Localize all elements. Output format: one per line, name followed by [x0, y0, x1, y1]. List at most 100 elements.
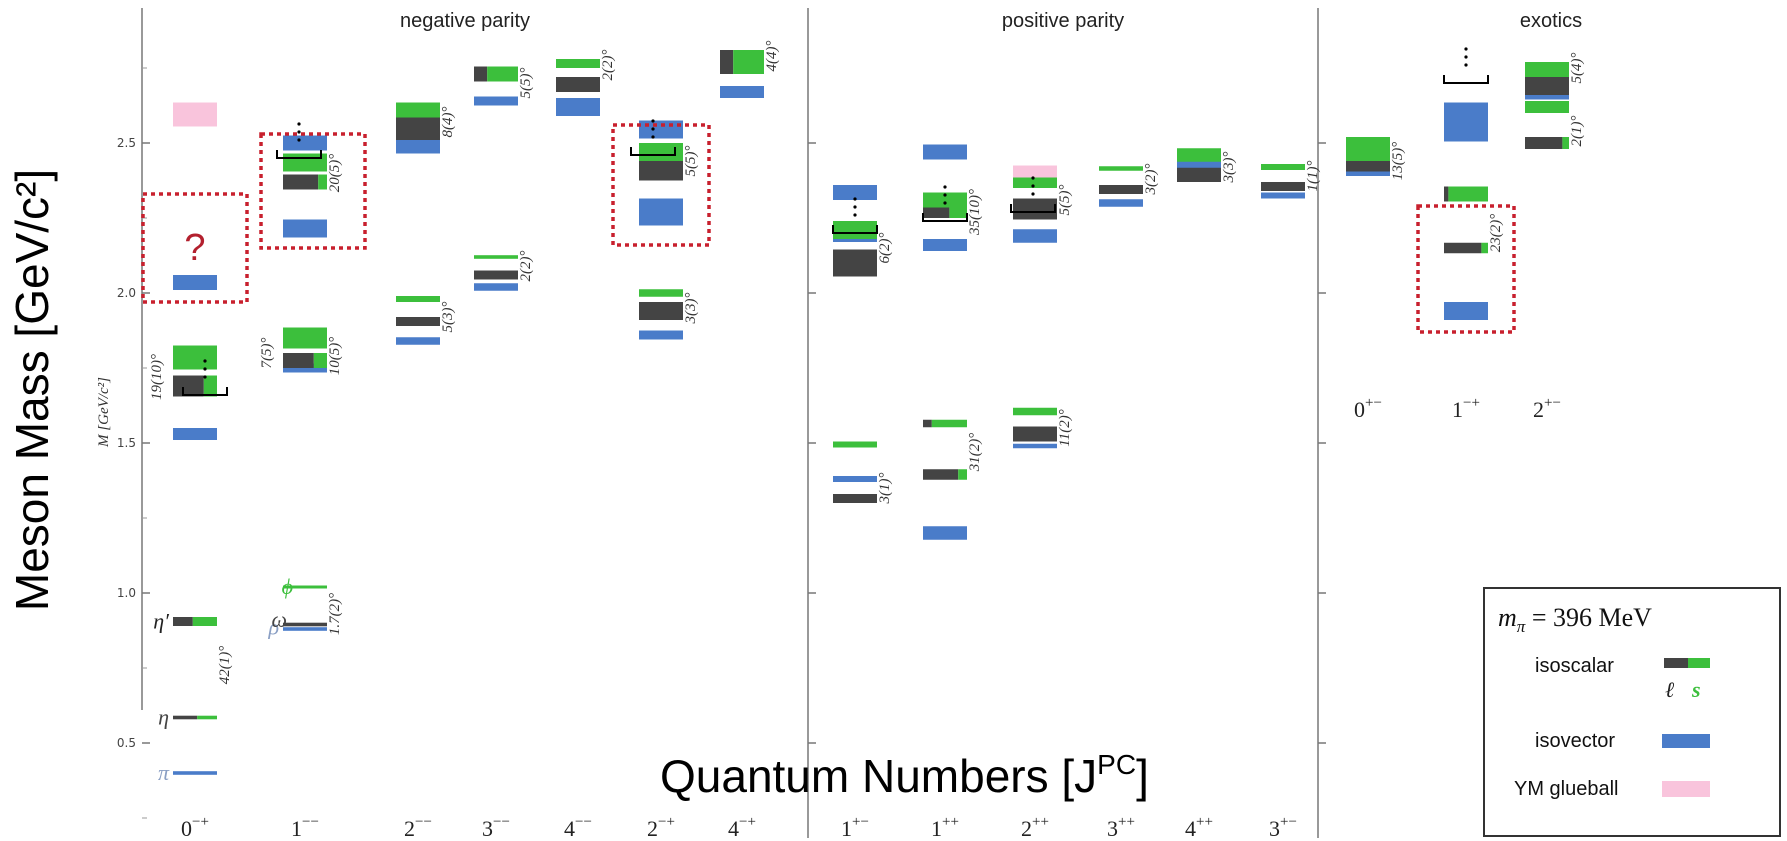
isovector-state [283, 135, 327, 151]
strange-state [639, 289, 683, 297]
isovector-state [833, 185, 877, 200]
isoscalar-state-light [173, 617, 193, 626]
light-state [283, 622, 327, 627]
mixing-angle-label: 2(2)° [518, 251, 534, 282]
isoscalar-state-strange [1562, 137, 1569, 149]
category-label-j: 2 [404, 816, 415, 841]
highlight-box [611, 123, 711, 247]
glueball-state [1013, 165, 1057, 178]
mixing-angle-label: 35(10)° [967, 189, 983, 236]
multiplet-bracket [276, 150, 322, 159]
state-name-label: η′ [153, 609, 170, 634]
isoscalar-state-strange [197, 715, 217, 720]
mixing-angle-label: 7(5)° [259, 338, 275, 369]
category-label-j: 2 [1021, 816, 1032, 841]
multiplet-bracket [832, 225, 878, 234]
isovector-state [1013, 443, 1057, 449]
category-label: 1−− [291, 814, 319, 841]
strange-state [833, 441, 877, 448]
light-state [1013, 198, 1057, 220]
isovector-state [923, 526, 967, 540]
isoscalar-state-strange [958, 469, 967, 480]
isoscalar-state-light [173, 715, 198, 720]
isoscalar-state-strange [1448, 186, 1488, 202]
mixing-angle-label: 3(3)° [683, 293, 699, 325]
strange-state [1525, 62, 1569, 77]
y-tick-label: 0.5 [117, 736, 136, 750]
mixing-angle-label: 23(2)° [1488, 214, 1504, 253]
state-name-label: ω [271, 607, 287, 632]
isovector-state [1177, 160, 1221, 168]
category-label: 4−− [564, 814, 592, 841]
isovector-state [639, 198, 683, 226]
category-label-pc: +− [1544, 395, 1561, 411]
state-name-label: ϕ [282, 574, 293, 599]
legend-title-rest: = 396 MeV [1525, 603, 1652, 632]
isovector-state [396, 138, 440, 154]
multiplet-dot [1031, 184, 1035, 188]
strange-state [556, 59, 600, 68]
isovector-state [923, 144, 967, 160]
multiplet-bracket [1443, 75, 1489, 84]
strange-state [283, 585, 327, 589]
x-axis-title-main: Quantum Numbers [J [660, 750, 1097, 802]
isoscalar-state-strange [733, 50, 764, 74]
strange-state [923, 192, 967, 208]
mixing-angle-label: 2(1)° [1569, 116, 1585, 147]
strange-state [396, 296, 440, 302]
legend-title-m: m [1498, 603, 1517, 632]
category-label-j: 1 [841, 816, 852, 841]
category-label: 2−+ [647, 814, 675, 841]
legend: mπ = 396 MeV isoscalar ℓ s isovector YM … [1483, 587, 1781, 837]
isovector-state [639, 330, 683, 340]
mixing-angle-label: 6(2)° [877, 233, 893, 264]
light-state [1013, 426, 1057, 442]
mixing-angle-label: 3(3)° [1221, 152, 1237, 184]
category-label-j: 3 [1107, 816, 1118, 841]
mixing-angle-label: 3(2)° [1143, 164, 1159, 196]
category-label-j: 0 [1354, 397, 1365, 422]
category-label-pc: −− [302, 814, 319, 830]
light-state [396, 317, 440, 326]
mixing-angle-label: 10(5)° [327, 337, 343, 376]
light-state [1525, 77, 1569, 95]
isovector-state [556, 98, 600, 116]
legend-ell: ℓ [1665, 677, 1675, 702]
isovector-state [1099, 199, 1143, 207]
category-label-pc: −+ [739, 814, 756, 830]
isoscalar-state-light [283, 174, 319, 190]
mixing-angle-label: 5(5)° [683, 146, 699, 177]
isovector-state [1261, 192, 1305, 199]
category-label-j: 1 [1452, 397, 1463, 422]
legend-title: mπ = 396 MeV [1498, 603, 1652, 636]
isoscalar-state-light [923, 419, 932, 428]
light-state [396, 116, 440, 140]
region-title: positive parity [1002, 10, 1124, 32]
category-label-pc: ++ [1118, 814, 1135, 830]
strange-state [1177, 148, 1221, 162]
legend-isoscalar-label: isoscalar [1535, 655, 1614, 677]
category-label: 1+− [841, 814, 869, 841]
mixing-angle-label: 19(10)° [149, 354, 165, 400]
y-tick-label: 2.5 [117, 136, 136, 150]
light-state [556, 77, 600, 92]
multiplet-dot [943, 185, 947, 189]
y-axis-inner-label: M [GeV/c²] [96, 377, 112, 448]
mixing-angle-label: 5(3)° [440, 302, 456, 333]
isovector-state [1013, 229, 1057, 243]
category-label-j: 3 [482, 816, 493, 841]
y-axis-title: Meson Mass [GeV/c²] [6, 169, 58, 611]
strange-state [396, 102, 440, 118]
light-state [474, 270, 518, 280]
isoscalar-state-strange [487, 66, 518, 82]
isovector-state [283, 219, 327, 238]
isovector-state [923, 239, 967, 251]
category-label-pc: +− [852, 814, 869, 830]
multiplet-dot [853, 213, 857, 217]
legend-glueball-label: YM glueball [1514, 778, 1619, 800]
light-state [639, 302, 683, 320]
mixing-angle-label: 5(5)° [518, 68, 534, 99]
isovector-state [173, 275, 217, 290]
isovector-state [173, 771, 217, 775]
